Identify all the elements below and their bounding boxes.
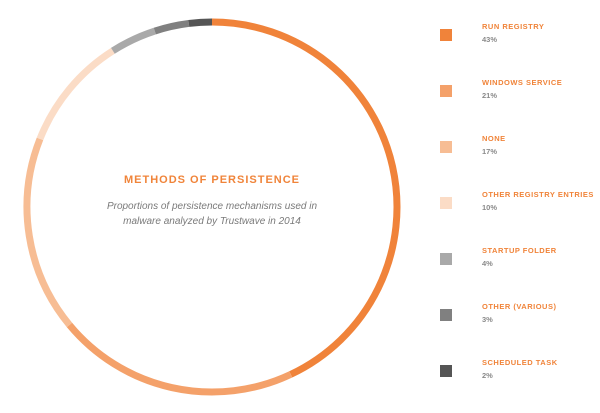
legend-item: WINDOWS SERVICE 21% bbox=[440, 78, 600, 108]
legend-label: OTHER (VARIOUS) bbox=[482, 302, 557, 311]
legend-item: RUN REGISTRY 43% bbox=[440, 22, 600, 52]
donut-slice-scheduled-task bbox=[188, 18, 213, 27]
legend-swatch bbox=[440, 29, 452, 41]
legend-item: SCHEDULED TASK 2% bbox=[440, 358, 600, 388]
legend-swatch bbox=[440, 141, 452, 153]
legend-item: NONE 17% bbox=[440, 134, 600, 164]
legend-label: WINDOWS SERVICE bbox=[482, 78, 563, 87]
legend-value: 3% bbox=[482, 315, 493, 324]
legend-label: STARTUP FOLDER bbox=[482, 246, 557, 255]
donut-slice-run-registry bbox=[211, 18, 401, 378]
legend-value: 17% bbox=[482, 147, 498, 156]
legend-value: 2% bbox=[482, 371, 493, 380]
legend-item: OTHER (VARIOUS) 3% bbox=[440, 302, 600, 332]
chart-subtitle: Proportions of persistence mechanisms us… bbox=[106, 201, 318, 227]
donut-slice-other-various bbox=[153, 19, 190, 35]
legend-swatch bbox=[440, 365, 452, 377]
legend-value: 4% bbox=[482, 259, 493, 268]
legend-label: SCHEDULED TASK bbox=[482, 358, 558, 367]
legend-item: STARTUP FOLDER 4% bbox=[440, 246, 600, 276]
donut-slice-other-registry-entries bbox=[36, 47, 115, 141]
legend-swatch bbox=[440, 253, 452, 265]
legend-value: 43% bbox=[482, 35, 498, 44]
legend-value: 10% bbox=[482, 203, 498, 212]
donut-slice-none bbox=[23, 137, 73, 328]
legend-label: RUN REGISTRY bbox=[482, 22, 545, 31]
legend-value: 21% bbox=[482, 91, 498, 100]
donut-slice-startup-folder bbox=[110, 27, 156, 54]
chart-title: METHODS OF PERSISTENCE bbox=[123, 174, 301, 186]
legend-label: OTHER REGISTRY ENTRIES bbox=[482, 190, 594, 199]
donut-slice-windows-service bbox=[66, 322, 293, 396]
legend-label: NONE bbox=[482, 134, 506, 143]
legend-swatch bbox=[440, 85, 452, 97]
donut-chart bbox=[23, 18, 401, 396]
legend-swatch bbox=[440, 309, 452, 321]
legend-item: OTHER REGISTRY ENTRIES 10% bbox=[440, 190, 600, 220]
legend-swatch bbox=[440, 197, 452, 209]
